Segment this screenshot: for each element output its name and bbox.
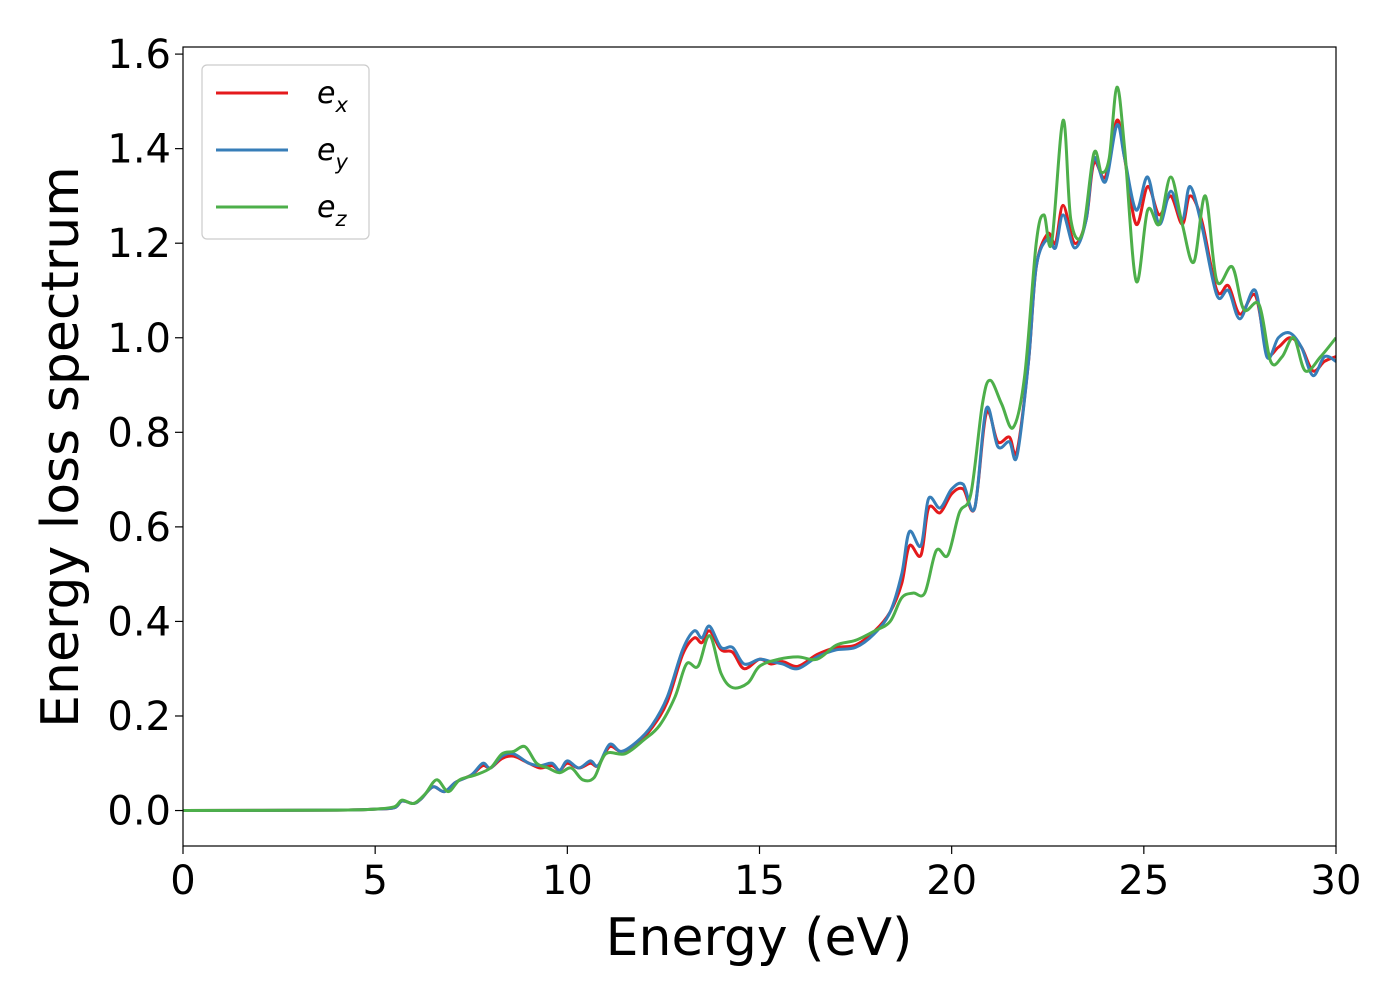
x-tick-label: 30: [1311, 858, 1362, 904]
legend-box: [201, 64, 370, 240]
y-tick-label: 1.6: [107, 32, 171, 78]
series-line-z: [183, 85, 1336, 813]
y-tick-label: 0.8: [107, 410, 171, 456]
plot-area: [183, 85, 1336, 813]
legend-label-y: ey: [317, 133, 348, 174]
x-tick-label: 20: [926, 858, 977, 904]
x-tick-label: 15: [734, 858, 785, 904]
x-tick-label: 0: [170, 858, 195, 904]
y-tick-label: 0.6: [107, 505, 171, 551]
y-tick-label: 1.0: [107, 316, 171, 362]
y-tick-label: 0.4: [107, 599, 171, 645]
y-tick-label: 1.4: [107, 127, 171, 173]
x-tick-label: 10: [542, 858, 593, 904]
y-tick-label: 1.2: [107, 221, 171, 267]
y-tick-label: 0.0: [107, 789, 171, 835]
y-axis-label: Energy loss spectrum: [31, 166, 91, 728]
legend-label-x: ex: [317, 76, 348, 117]
y-tick-label: 0.2: [107, 694, 171, 740]
x-tick-label: 25: [1118, 858, 1169, 904]
legend: ex ey ez: [201, 64, 370, 240]
x-axis-label: Energy (eV): [606, 908, 913, 968]
legend-label-z: ez: [317, 190, 347, 231]
x-tick-label: 5: [362, 858, 387, 904]
axes: 0 5 10 15 20 25 30 0.0 0.2 0.4 0.6 0.8 1.0 1.2 1.4 1.6: [107, 32, 1361, 904]
